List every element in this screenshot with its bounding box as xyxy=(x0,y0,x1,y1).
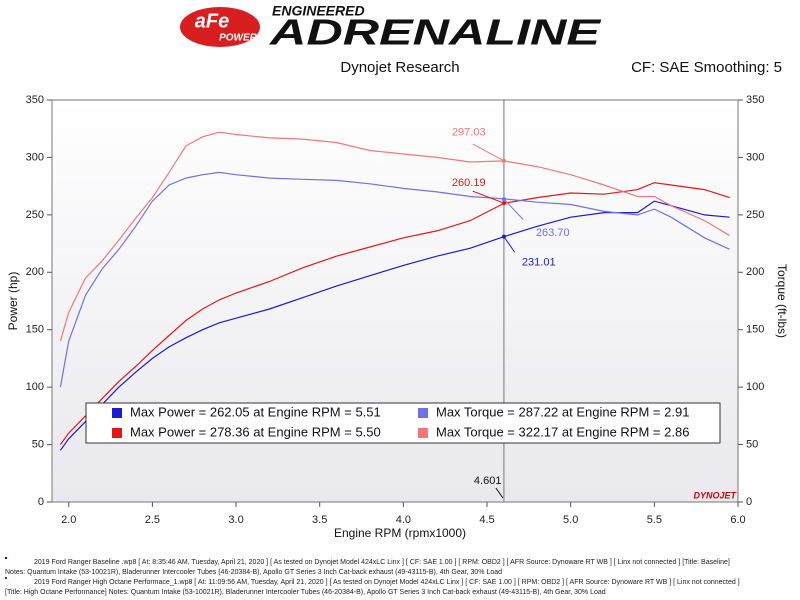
tagline: ENGINEERED xyxy=(272,3,365,19)
logo-text: aFe xyxy=(195,10,229,32)
y2-tick-label: 150 xyxy=(746,324,764,336)
x-tick-label: 6.0 xyxy=(730,514,745,526)
cursor-arrow xyxy=(472,190,505,204)
logo-badge xyxy=(180,7,260,47)
y2-tick-label: 0 xyxy=(746,496,752,508)
y2-axis-title: Torque (ft-lbs) xyxy=(775,264,789,338)
x-tick-label: 4.5 xyxy=(479,514,494,526)
legend-box xyxy=(85,402,721,444)
cursor-x-label: 4.601 xyxy=(474,475,502,487)
cursor-arrow xyxy=(472,143,505,162)
legend-swatch xyxy=(418,428,428,438)
legend-label: Max Power = 262.05 at Engine RPM = 5.51 xyxy=(130,404,381,419)
y-tick-label: 100 xyxy=(26,381,44,393)
legend-label: Max Torque = 322.17 at Engine RPM = 2.86 xyxy=(436,424,689,439)
legend-swatch xyxy=(112,408,122,418)
legend-label: Max Power = 278.36 at Engine RPM = 5.50 xyxy=(130,424,381,439)
legend-swatch xyxy=(112,428,122,438)
x-tick-label: 4.0 xyxy=(396,514,411,526)
note-marker xyxy=(5,577,7,579)
cursor-arrow xyxy=(503,198,524,220)
y-axis-title: Power (hp) xyxy=(6,272,20,331)
y-tick-label: 50 xyxy=(32,438,44,450)
cursor-arrow xyxy=(503,236,516,253)
x-tick-label: 3.5 xyxy=(312,514,327,526)
y-tick-label: 200 xyxy=(26,266,44,278)
chart-subtitle: CF: SAE Smoothing: 5 xyxy=(631,59,782,76)
series-line xyxy=(59,182,730,445)
note-line: [Title: High Octane Performance] Notes: … xyxy=(5,589,606,596)
watermark: DYNOJET xyxy=(693,490,737,500)
y-tick-label: 350 xyxy=(26,94,44,106)
legend-swatch xyxy=(418,408,428,418)
chart-title: Dynojet Research xyxy=(340,59,459,76)
cursor-arrow xyxy=(495,487,504,499)
y2-tick-label: 200 xyxy=(746,266,764,278)
y2-tick-label: 50 xyxy=(746,438,758,450)
legend-label: Max Torque = 287.22 at Engine RPM = 2.91 xyxy=(436,404,689,419)
y-tick-label: 150 xyxy=(26,324,44,336)
y-tick-label: 300 xyxy=(26,151,44,163)
cursor-value-label: 260.19 xyxy=(452,177,486,189)
logo-text: POWER xyxy=(219,33,258,44)
cursor-value-label: 297.03 xyxy=(452,127,486,139)
note-marker xyxy=(5,557,7,559)
cursor-value-label: 263.70 xyxy=(536,227,570,239)
x-tick-label: 2.5 xyxy=(145,514,160,526)
y-tick-label: 250 xyxy=(26,209,44,221)
y2-tick-label: 300 xyxy=(746,151,764,163)
y-tick-label: 0 xyxy=(38,496,44,508)
x-tick-label: 2.0 xyxy=(61,514,76,526)
x-tick-label: 5.5 xyxy=(647,514,662,526)
note-line: 2019 Ford Ranger Baseline .wp8 [ At: 8:3… xyxy=(34,559,730,566)
note-line: Notes: Quantum Intake (53-10021R), Blade… xyxy=(5,569,502,576)
y2-tick-label: 350 xyxy=(746,94,764,106)
note-line: 2019 Ford Ranger High Octane Performace_… xyxy=(34,579,740,586)
x-tick-label: 5.0 xyxy=(563,514,578,526)
cursor-value-label: 231.01 xyxy=(522,257,556,269)
series-line xyxy=(59,131,730,342)
x-axis-title: Engine RPM (rpmx1000) xyxy=(334,526,466,540)
y2-tick-label: 250 xyxy=(746,209,764,221)
brand: ADRENALINE xyxy=(269,12,602,53)
y2-tick-label: 100 xyxy=(746,381,764,393)
series-line xyxy=(59,171,730,388)
x-tick-label: 3.0 xyxy=(228,514,243,526)
